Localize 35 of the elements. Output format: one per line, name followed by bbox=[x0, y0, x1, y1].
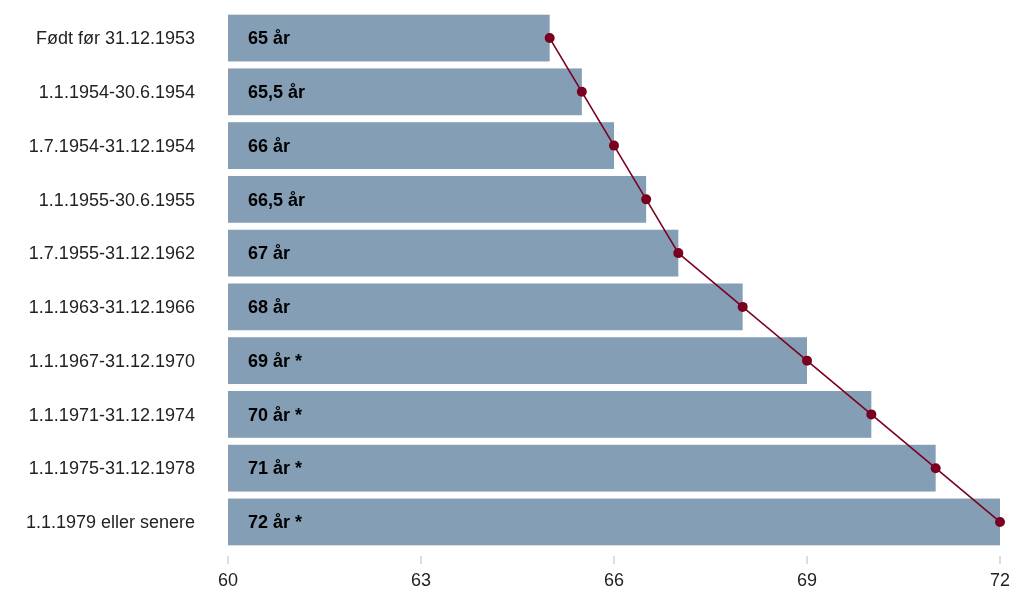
x-tick-label: 66 bbox=[603, 570, 625, 590]
data-label: 68 år bbox=[248, 297, 291, 318]
x-tick-label: 63 bbox=[410, 570, 432, 590]
point bbox=[930, 463, 941, 474]
y-tick-label: 1.1.1967-31.12.1970 bbox=[28, 350, 195, 371]
y-tick-label: 1.1.1971-31.12.1974 bbox=[28, 404, 195, 425]
point bbox=[866, 409, 877, 420]
point bbox=[544, 33, 555, 44]
point bbox=[641, 194, 652, 205]
data-label: 67 år bbox=[248, 243, 291, 264]
x-tick-label: 72 bbox=[989, 570, 1011, 590]
y-tick-label: 1.1.1963-31.12.1966 bbox=[28, 297, 195, 318]
y-tick-label: 1.1.1979 eller senere bbox=[25, 512, 195, 533]
point bbox=[802, 355, 812, 366]
point bbox=[737, 301, 748, 312]
x-tick-label: 69 bbox=[796, 570, 818, 590]
data-label: 65,5 år bbox=[248, 82, 306, 103]
data-label: 71 år * bbox=[248, 458, 303, 479]
point bbox=[673, 248, 684, 259]
data-label: 65 år bbox=[248, 28, 291, 49]
data-label: 70 år * bbox=[248, 404, 303, 425]
point bbox=[576, 86, 587, 97]
point bbox=[995, 516, 1005, 527]
data-label: 66,5 år bbox=[248, 189, 306, 210]
data-label: 66 år bbox=[248, 135, 291, 156]
x-tick-label: 60 bbox=[217, 570, 239, 590]
y-tick-label: 1.1.1954-30.6.1954 bbox=[38, 82, 195, 103]
data-label: 69 år * bbox=[248, 350, 303, 371]
y-tick-label: Født før 31.12.1953 bbox=[35, 28, 195, 49]
point bbox=[609, 140, 619, 151]
y-tick-label: 1.7.1954-31.12.1954 bbox=[28, 135, 195, 156]
y-tick-label: 1.1.1975-31.12.1978 bbox=[28, 458, 195, 479]
y-tick-label: 1.7.1955-31.12.1962 bbox=[28, 243, 195, 264]
y-tick-label: 1.1.1955-30.6.1955 bbox=[38, 189, 195, 210]
data-label: 72 år * bbox=[248, 512, 303, 533]
